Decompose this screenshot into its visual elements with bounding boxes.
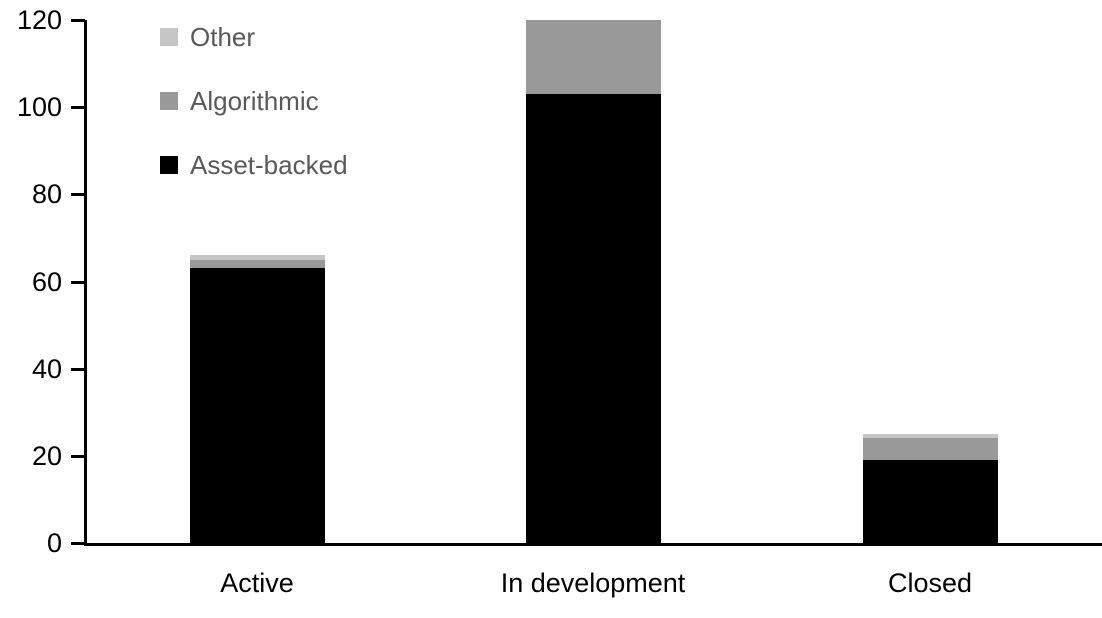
bar-segment-asset-backed-active: [189, 268, 325, 543]
x-axis-line: [84, 543, 1102, 546]
y-axis-line: [84, 20, 87, 546]
bar-segment-algorithmic-in-development: [525, 20, 661, 95]
y-tick-label-100: 100: [16, 92, 62, 123]
legend-item-algorithmic: Algorithmic: [160, 86, 319, 116]
x-category-label-in-development: In development: [500, 568, 686, 598]
bar-segment-asset-backed-closed: [862, 460, 998, 543]
legend-label-asset-backed: Asset-backed: [190, 150, 348, 180]
bar-segment-asset-backed-in-development: [525, 94, 661, 543]
legend-item-asset-backed: Asset-backed: [160, 150, 348, 180]
y-tick-mark-40: [71, 367, 85, 371]
bar-segment-algorithmic-active: [189, 259, 325, 269]
x-category-label-active: Active: [220, 568, 294, 598]
bar-segment-algorithmic-closed: [862, 438, 998, 461]
bar-segment-other-closed: [862, 434, 998, 439]
legend-swatch-asset-backed: [160, 156, 178, 174]
legend-item-other: Other: [160, 22, 256, 52]
y-tick-mark-80: [71, 193, 85, 197]
y-tick-label-120: 120: [16, 5, 62, 35]
y-tick-label-40: 40: [31, 353, 62, 384]
y-tick-label-80: 80: [31, 179, 62, 210]
y-tick-mark-20: [71, 454, 85, 458]
y-tick-mark-60: [71, 280, 85, 284]
legend-swatch-algorithmic: [160, 92, 178, 110]
y-tick-mark-100: [71, 106, 85, 110]
bar-segment-other-active: [189, 255, 325, 260]
y-tick-mark-0: [71, 542, 85, 545]
y-tick-mark-120: [71, 19, 85, 22]
y-tick-label-60: 60: [31, 266, 62, 297]
y-tick-label-20: 20: [31, 440, 62, 471]
x-category-label-closed: Closed: [887, 568, 973, 598]
legend-label-other: Other: [190, 22, 256, 52]
legend-swatch-other: [160, 28, 178, 46]
legend-label-algorithmic: Algorithmic: [190, 86, 319, 116]
y-tick-label-0: 0: [46, 528, 62, 558]
